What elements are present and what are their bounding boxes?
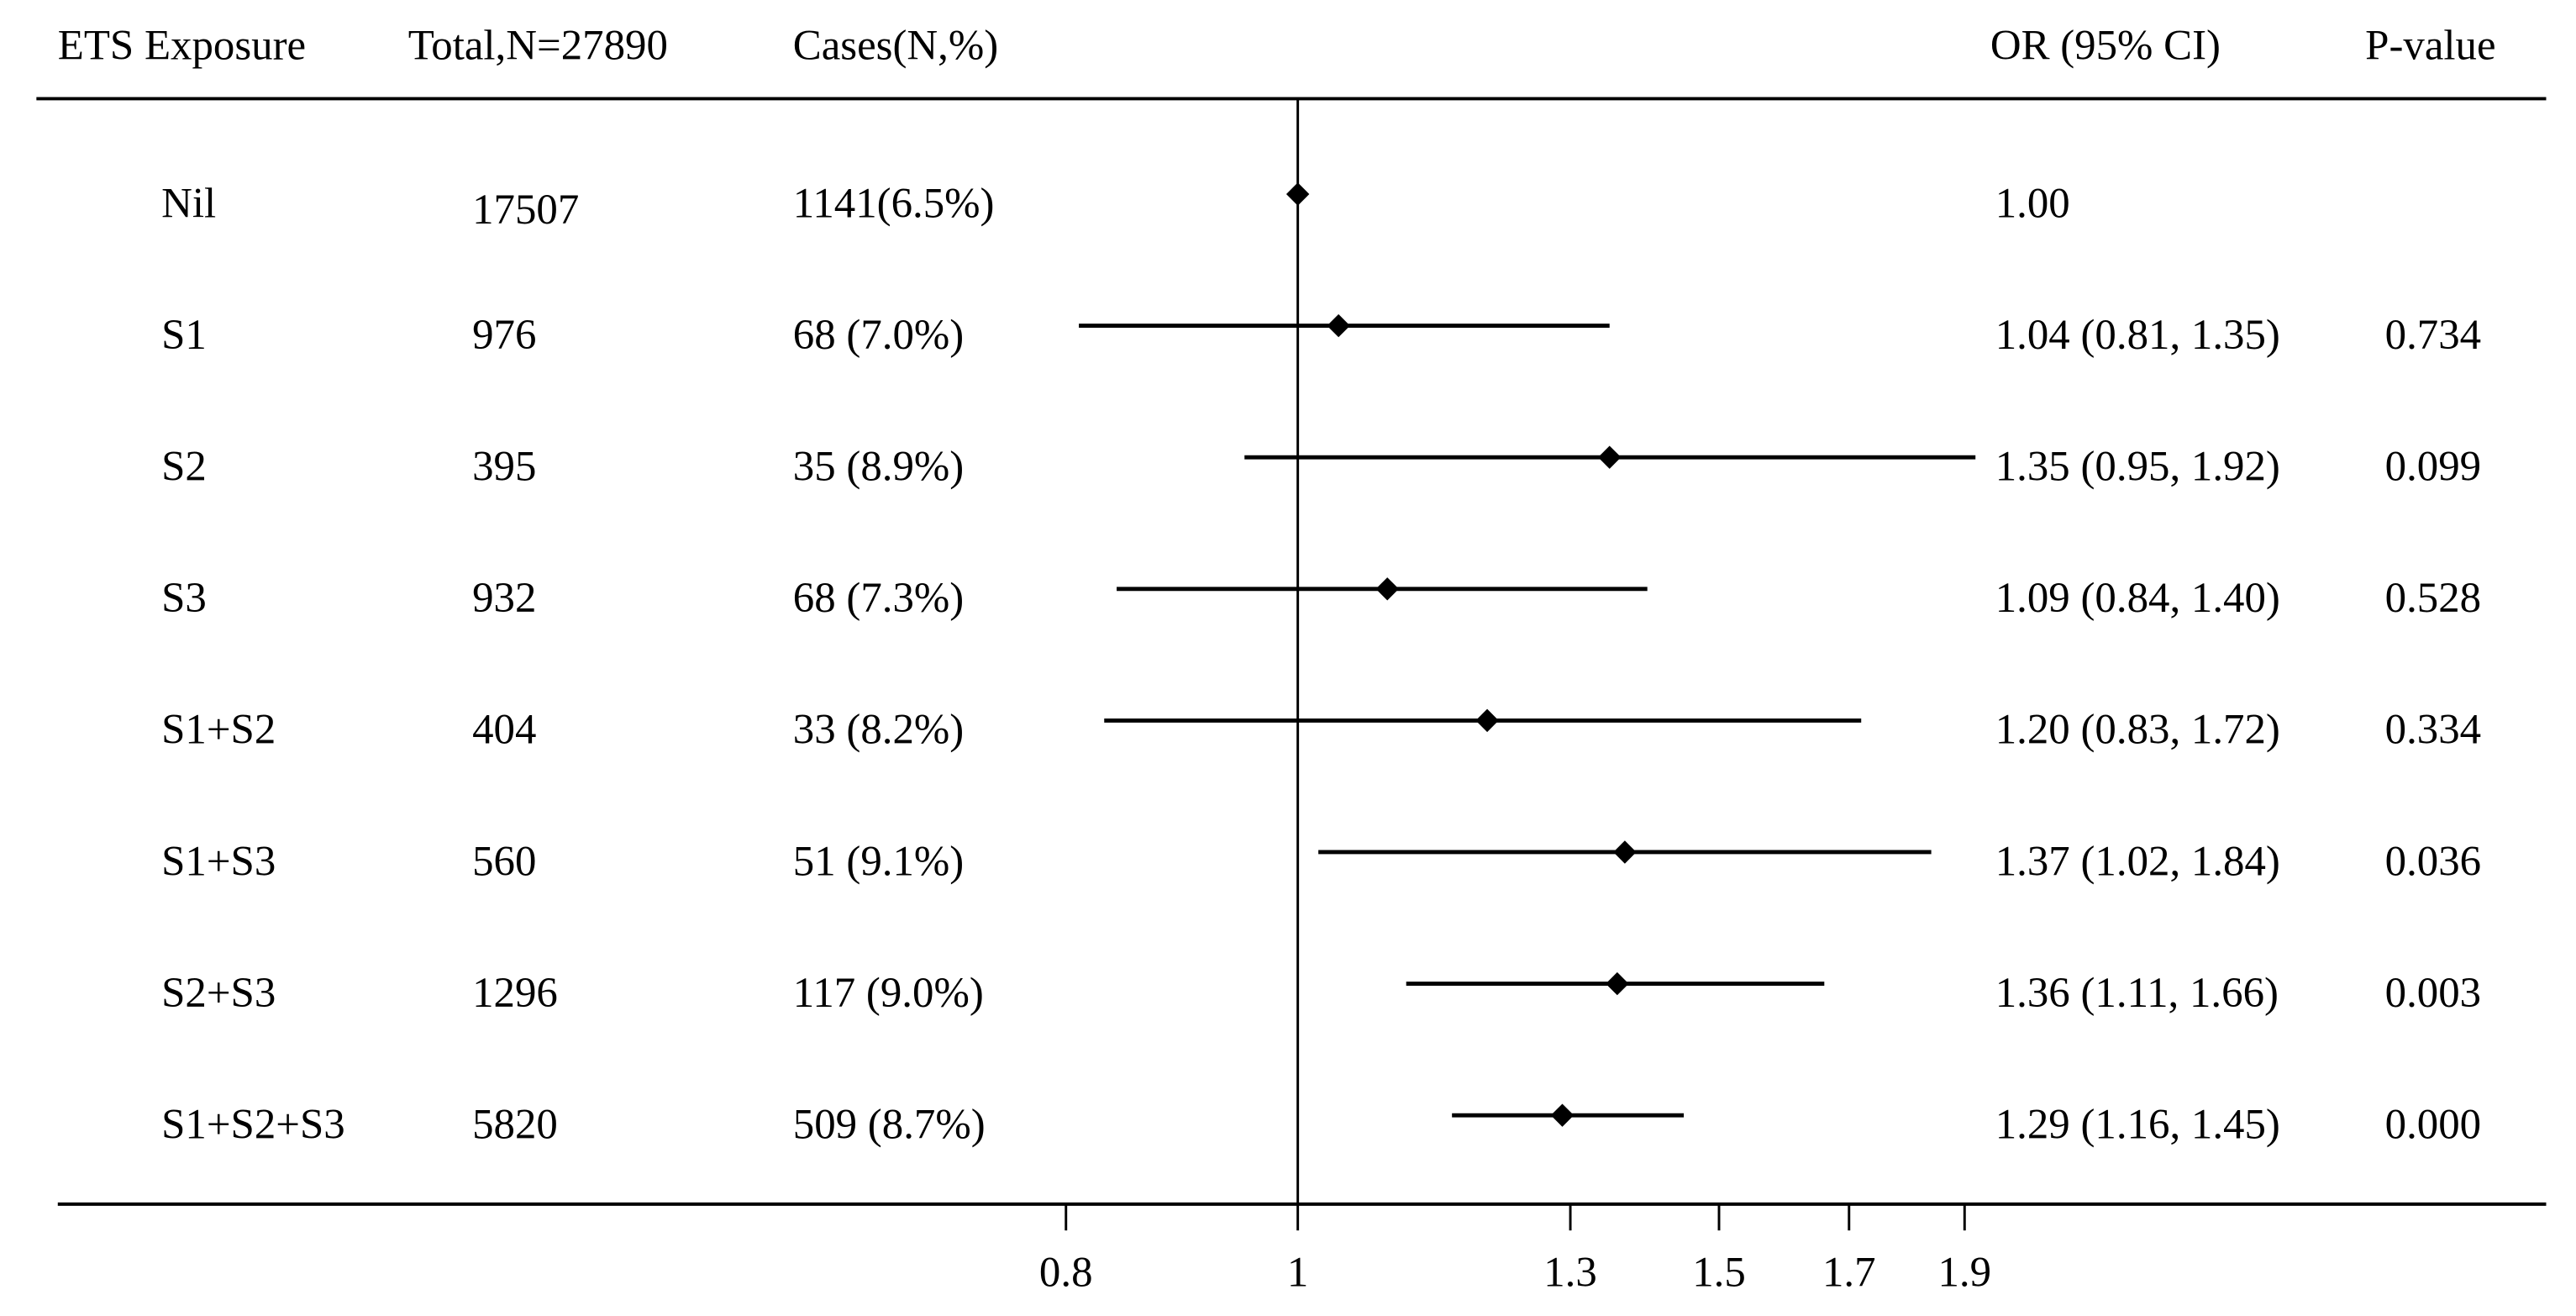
odds-ratio: 1.37 (1.02, 1.84) [1995, 838, 2280, 885]
point-estimate [1375, 577, 1399, 601]
odds-ratio: 1.04 (0.81, 1.35) [1995, 312, 2280, 359]
column-header: P-value [2365, 22, 2495, 69]
cases: 1141(6.5%) [793, 180, 995, 227]
odds-ratio: 1.09 (0.84, 1.40) [1995, 575, 2280, 622]
point-estimate [1327, 313, 1350, 338]
x-tick-label: 0.8 [1039, 1250, 1093, 1297]
row-label: S2+S3 [161, 970, 276, 1017]
x-tick-label: 1.9 [1937, 1250, 1991, 1297]
x-tick-label: 1.5 [1692, 1250, 1746, 1297]
total: 404 [472, 707, 536, 754]
p-value: 0.334 [2385, 707, 2481, 754]
x-tick-label: 1.3 [1543, 1250, 1597, 1297]
column-header: Total,N=27890 [408, 22, 668, 69]
row-label: S3 [161, 575, 207, 622]
total: 976 [472, 312, 536, 359]
p-value: 0.003 [2385, 970, 2481, 1017]
total: 560 [472, 838, 536, 885]
x-tick-label: 1 [1287, 1250, 1308, 1297]
x-tick-label: 1.7 [1822, 1250, 1876, 1297]
total: 5820 [472, 1102, 558, 1149]
cases: 68 (7.3%) [793, 575, 964, 622]
column-header: ETS Exposure [58, 22, 306, 69]
point-estimate [1613, 840, 1637, 864]
column-header: OR (95% CI) [1990, 22, 2221, 69]
odds-ratio: 1.36 (1.11, 1.66) [1995, 970, 2279, 1017]
row-label: S1+S2+S3 [161, 1102, 345, 1149]
point-estimate [1475, 708, 1499, 733]
cases: 33 (8.2%) [793, 707, 964, 754]
row-label: S1+S2 [161, 707, 276, 754]
column-header: Cases(N,%) [793, 22, 998, 69]
odds-ratio: 1.20 (0.83, 1.72) [1995, 707, 2280, 754]
odds-ratio: 1.00 [1995, 180, 2070, 227]
cases: 68 (7.0%) [793, 312, 964, 359]
total: 1296 [472, 970, 558, 1017]
cases: 509 (8.7%) [793, 1102, 986, 1149]
row-label: Nil [161, 180, 216, 227]
p-value: 0.036 [2385, 838, 2481, 885]
total: 17507 [472, 187, 579, 234]
odds-ratio: 1.29 (1.16, 1.45) [1995, 1102, 2280, 1149]
odds-ratio: 1.35 (0.95, 1.92) [1995, 444, 2280, 491]
p-value: 0.528 [2385, 575, 2481, 622]
row-label: S2 [161, 444, 207, 491]
p-value: 0.734 [2385, 312, 2481, 359]
cases: 35 (8.9%) [793, 444, 964, 491]
total: 932 [472, 575, 536, 622]
point-estimate [1550, 1103, 1575, 1127]
row-label: S1+S3 [161, 838, 276, 885]
cases: 117 (9.0%) [793, 970, 984, 1017]
total: 395 [472, 444, 536, 491]
point-estimate [1285, 182, 1310, 206]
p-value: 0.000 [2385, 1102, 2481, 1149]
cases: 51 (9.1%) [793, 838, 964, 885]
p-value: 0.099 [2385, 444, 2481, 491]
row-label: S1 [161, 312, 207, 359]
point-estimate [1606, 971, 1629, 996]
point-estimate [1598, 445, 1622, 469]
